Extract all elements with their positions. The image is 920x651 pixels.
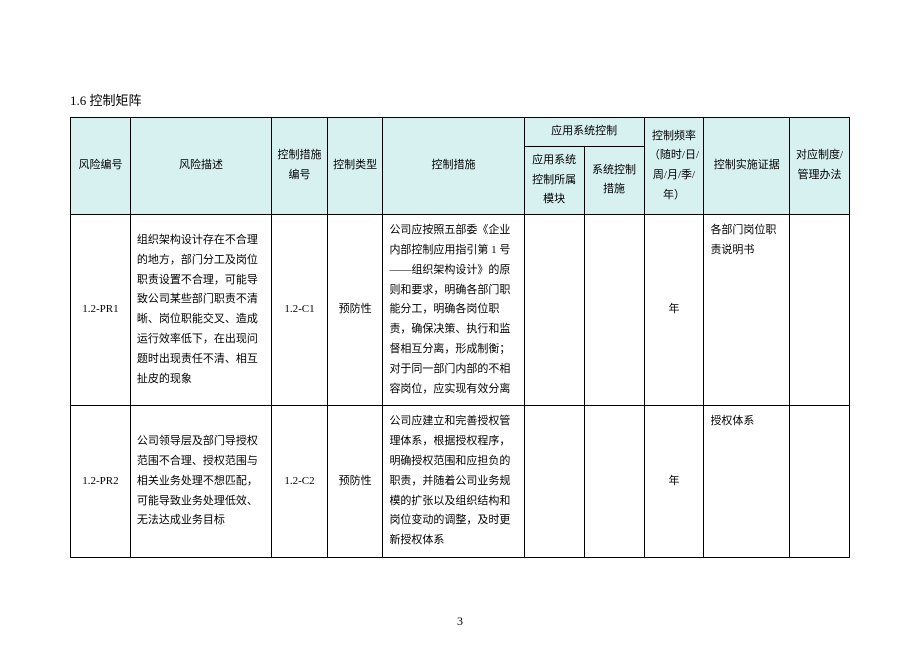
cell-evidence: 授权体系 (704, 406, 790, 558)
th-app-sys-group: 应用系统控制 (524, 118, 644, 147)
cell-sys-measure (584, 215, 644, 406)
table-row: 1.2-PR1 组织架构设计存在不合理的地方，部门分工及岗位职责设置不合理，可能… (71, 215, 850, 406)
th-control-type: 控制类型 (327, 118, 383, 215)
table-row: 1.2-PR2 公司领导层及部门导授权范围不合理、授权范围与相关业务处理不想匹配… (71, 406, 850, 558)
th-sys-measure: 系统控制措施 (584, 146, 644, 214)
cell-control-type: 预防性 (327, 406, 383, 558)
page-number: 3 (0, 614, 920, 629)
cell-freq: 年 (644, 215, 704, 406)
cell-sys-measure (584, 406, 644, 558)
cell-policy (790, 215, 850, 406)
section-title: 1.6 控制矩阵 (70, 90, 850, 109)
cell-control-measure: 公司应按照五部委《企业内部控制应用指引第 1 号——组织架构设计》的原则和要求，… (383, 215, 524, 406)
th-risk-desc: 风险描述 (130, 118, 271, 215)
cell-risk-no: 1.2-PR1 (71, 215, 131, 406)
page-content: 1.6 控制矩阵 风险编号 风险描述 控制措施编号 控制类型 控制措施 应用系统… (0, 0, 920, 558)
th-evidence: 控制实施证据 (704, 118, 790, 215)
th-freq: 控制频率（随时/日/周/月/季/年） (644, 118, 704, 215)
th-risk-no: 风险编号 (71, 118, 131, 215)
cell-control-measure: 公司应建立和完善授权管理体系，根据授权程序，明确授权范围和应担负的职责，并随着公… (383, 406, 524, 558)
cell-evidence: 各部门岗位职责说明书 (704, 215, 790, 406)
cell-measure-no: 1.2-C2 (272, 406, 328, 558)
control-matrix-table: 风险编号 风险描述 控制措施编号 控制类型 控制措施 应用系统控制 控制频率（随… (70, 117, 850, 558)
cell-risk-desc: 组织架构设计存在不合理的地方，部门分工及岗位职责设置不合理，可能导致公司某些部门… (130, 215, 271, 406)
cell-risk-desc: 公司领导层及部门导授权范围不合理、授权范围与相关业务处理不想匹配，可能导致业务处… (130, 406, 271, 558)
cell-freq: 年 (644, 406, 704, 558)
cell-policy (790, 406, 850, 558)
th-policy: 对应制度/管理办法 (790, 118, 850, 215)
cell-measure-no: 1.2-C1 (272, 215, 328, 406)
th-measure-no: 控制措施编号 (272, 118, 328, 215)
cell-app-sys-module (524, 406, 584, 558)
table-header: 风险编号 风险描述 控制措施编号 控制类型 控制措施 应用系统控制 控制频率（随… (71, 118, 850, 215)
cell-risk-no: 1.2-PR2 (71, 406, 131, 558)
cell-control-type: 预防性 (327, 215, 383, 406)
th-control-measure: 控制措施 (383, 118, 524, 215)
th-app-sys-module: 应用系统控制所属模块 (524, 146, 584, 214)
cell-app-sys-module (524, 215, 584, 406)
